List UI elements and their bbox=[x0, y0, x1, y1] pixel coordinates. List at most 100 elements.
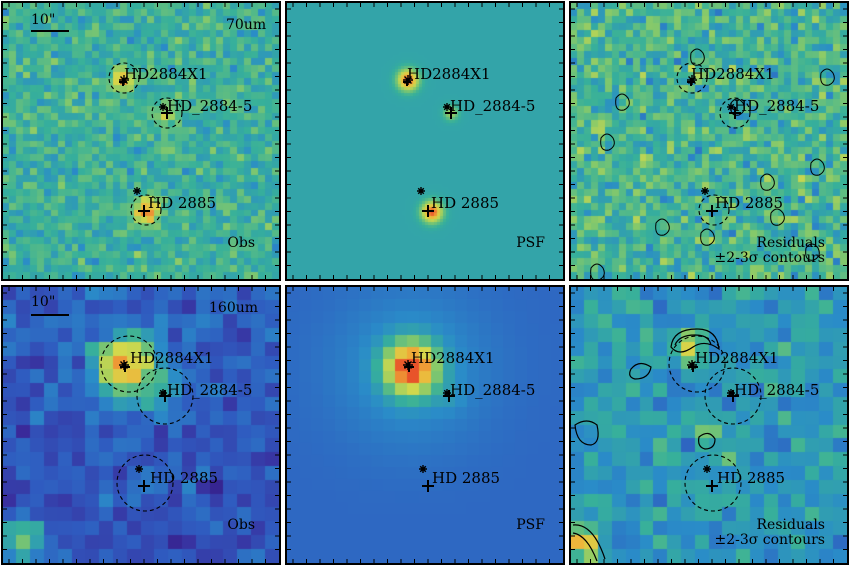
band-label: 160um bbox=[209, 300, 259, 316]
source-plus-marker bbox=[403, 78, 411, 86]
source-plus-marker bbox=[687, 78, 695, 86]
source-star-marker bbox=[419, 465, 427, 473]
residual-contour bbox=[805, 243, 820, 261]
aperture-circle bbox=[698, 194, 730, 226]
source-star-marker bbox=[443, 389, 451, 397]
source-label-hd2885: HD 2885 bbox=[715, 194, 784, 212]
residual-contour bbox=[690, 48, 705, 66]
residuals-label: Residuals bbox=[756, 235, 825, 251]
residual-contour bbox=[574, 420, 599, 446]
source-label-hd2885: HD 2885 bbox=[717, 469, 786, 487]
source-plus-marker bbox=[706, 480, 718, 492]
source-star-marker bbox=[417, 187, 425, 195]
residual-contour bbox=[698, 432, 716, 450]
source-plus-marker bbox=[688, 362, 698, 372]
panel-70um-obs: 10" 70um HD2884X1 HD_2884-5 HD 2885 Obs bbox=[1, 1, 281, 281]
image-70um-psf bbox=[287, 3, 563, 279]
residual-contour bbox=[670, 328, 720, 353]
corner-label: Obs bbox=[227, 235, 255, 251]
overlay-70um-obs bbox=[3, 3, 279, 279]
source-label-hd2884-5: HD_2884-5 bbox=[167, 97, 253, 115]
source-star-marker bbox=[133, 187, 141, 195]
source-label-hd2884-5: HD_2884-5 bbox=[167, 381, 253, 399]
panel-160um-psf: HD2884X1 HD_2884-5 HD 2885 PSF bbox=[285, 285, 565, 565]
image-160um-residuals bbox=[571, 287, 847, 563]
residual-contour bbox=[820, 68, 835, 86]
source-plus-marker bbox=[729, 107, 741, 119]
source-label-hd2884-5: HD_2884-5 bbox=[450, 97, 536, 115]
source-label-hd2884x1: HD2884X1 bbox=[695, 349, 779, 367]
source-star-marker bbox=[159, 103, 167, 111]
corner-label: Residuals ±2-3σ contours bbox=[714, 236, 825, 265]
scale-bar-label: 10" bbox=[31, 12, 56, 28]
image-160um-psf bbox=[287, 287, 563, 563]
source-plus-marker bbox=[443, 390, 455, 402]
source-plus-marker bbox=[422, 480, 434, 492]
image-70um-residuals bbox=[571, 3, 847, 279]
aperture-circle bbox=[704, 367, 762, 425]
contours-label: ±2-3σ contours bbox=[714, 531, 825, 548]
corner-label: PSF bbox=[516, 235, 545, 251]
source-plus-marker bbox=[120, 362, 130, 372]
residual-contour bbox=[629, 362, 652, 380]
aperture-circle bbox=[684, 454, 742, 512]
aperture-circle bbox=[130, 194, 162, 226]
source-plus-marker bbox=[422, 205, 434, 217]
contours-label: ±2-3σ contours bbox=[714, 249, 825, 266]
residual-contour bbox=[572, 524, 606, 560]
residual-contour bbox=[590, 263, 605, 279]
source-plus-marker bbox=[138, 205, 150, 217]
source-label-hd2884x1: HD2884X1 bbox=[691, 65, 775, 83]
residual-contour bbox=[600, 133, 615, 151]
scale-bar-label: 10" bbox=[31, 294, 56, 310]
source-label-hd2885: HD 2885 bbox=[431, 194, 500, 212]
aperture-circle bbox=[719, 97, 751, 129]
source-plus-marker bbox=[727, 390, 739, 402]
panel-160um-obs: 10" 160um HD2884X1 HD_2884-5 HD 2885 Obs bbox=[1, 285, 281, 565]
aperture-circle bbox=[108, 62, 140, 94]
source-plus-marker bbox=[159, 390, 171, 402]
panel-70um-psf: HD2884X1 HD_2884-5 HD 2885 PSF bbox=[285, 1, 565, 281]
residual-contour bbox=[572, 532, 598, 562]
residuals-label: Residuals bbox=[756, 517, 825, 533]
panel-160um-residuals: HD2884X1 HD_2884-5 HD 2885 Residuals ±2-… bbox=[569, 285, 849, 565]
source-label-hd2884-5: HD_2884-5 bbox=[450, 381, 536, 399]
overlay-160um-residuals bbox=[571, 287, 847, 563]
corner-label: Obs bbox=[227, 517, 255, 533]
image-70um-obs bbox=[3, 3, 279, 279]
source-plus-marker bbox=[706, 205, 718, 217]
source-star-marker bbox=[701, 187, 709, 195]
residual-contour bbox=[655, 218, 670, 236]
band-label: 70um bbox=[226, 17, 267, 33]
source-plus-marker bbox=[161, 107, 173, 119]
corner-label: PSF bbox=[516, 517, 545, 533]
source-label-hd2884x1: HD2884X1 bbox=[124, 65, 208, 83]
source-label-hd2885: HD 2885 bbox=[148, 194, 217, 212]
residual-contour bbox=[700, 228, 715, 246]
aperture-circle bbox=[116, 454, 174, 512]
aperture-circle bbox=[136, 367, 194, 425]
overlay-160um-psf bbox=[287, 287, 563, 563]
source-label-hd2885: HD 2885 bbox=[432, 469, 501, 487]
panel-70um-residuals: HD2884X1 HD_2884-5 HD 2885 Residuals ±2-… bbox=[569, 1, 849, 281]
residual-contour bbox=[615, 93, 630, 111]
residual-contour bbox=[770, 208, 785, 226]
source-plus-marker bbox=[445, 107, 457, 119]
overlay-70um-psf bbox=[287, 3, 563, 279]
source-label-hd2884x1: HD2884X1 bbox=[407, 65, 491, 83]
source-star-marker bbox=[159, 389, 167, 397]
overlay-160um-obs bbox=[3, 287, 279, 563]
source-plus-marker bbox=[138, 480, 150, 492]
aperture-circle bbox=[668, 335, 726, 393]
residual-contour bbox=[760, 173, 775, 191]
source-plus-marker bbox=[119, 78, 127, 86]
source-star-marker bbox=[727, 389, 735, 397]
source-label-hd2884x1: HD2884X1 bbox=[411, 349, 495, 367]
corner-label: Residuals ±2-3σ contours bbox=[714, 518, 825, 547]
overlay-70um-residuals bbox=[571, 3, 847, 279]
aperture-circle bbox=[151, 97, 183, 129]
residual-contour bbox=[674, 334, 712, 346]
source-label-hd2884x1: HD2884X1 bbox=[130, 349, 214, 367]
image-160um-obs bbox=[3, 287, 279, 563]
